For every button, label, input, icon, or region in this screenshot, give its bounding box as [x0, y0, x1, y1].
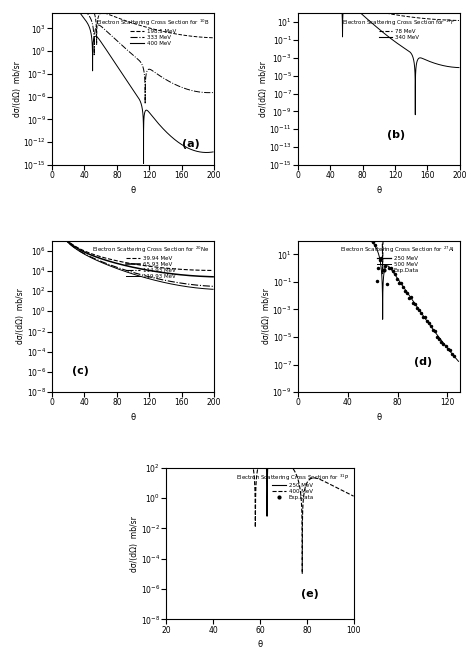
Y-axis label: dσ/(dΩ)  mb/sr: dσ/(dΩ) mb/sr [16, 288, 25, 344]
Text: (c): (c) [72, 366, 89, 376]
Y-axis label: dσ/(dΩ)  mb/sr: dσ/(dΩ) mb/sr [259, 61, 268, 117]
X-axis label: θ: θ [376, 186, 382, 194]
Text: (a): (a) [182, 139, 199, 149]
X-axis label: θ: θ [376, 413, 382, 422]
Y-axis label: dσ/(dΩ)  mb/sr: dσ/(dΩ) mb/sr [13, 61, 22, 117]
X-axis label: θ: θ [130, 413, 136, 422]
Text: (e): (e) [301, 589, 319, 599]
Legend: 39.94 MeV, 65.93 MeV, 114.93 MeV, 119.93 MeV: 39.94 MeV, 65.93 MeV, 114.93 MeV, 119.93… [91, 243, 211, 280]
Text: (d): (d) [414, 357, 433, 367]
Legend: 250 MeV, 400 MeV, Exp.Data: 250 MeV, 400 MeV, Exp.Data [235, 471, 351, 501]
Legend: 250 MeV, 500 MeV, Exp.Data: 250 MeV, 500 MeV, Exp.Data [339, 243, 457, 274]
X-axis label: θ: θ [257, 640, 263, 649]
Y-axis label: dσ/(dΩ)  mb/sr: dσ/(dΩ) mb/sr [130, 515, 139, 571]
Y-axis label: dσ/(dΩ)  mb/sr: dσ/(dΩ) mb/sr [262, 288, 271, 344]
X-axis label: θ: θ [130, 186, 136, 194]
Text: (b): (b) [387, 130, 405, 140]
Legend: 78 MeV, 340 MeV: 78 MeV, 340 MeV [341, 16, 457, 41]
Legend: 198.5 MeV, 333 MeV, 400 MeV: 198.5 MeV, 333 MeV, 400 MeV [94, 16, 211, 47]
